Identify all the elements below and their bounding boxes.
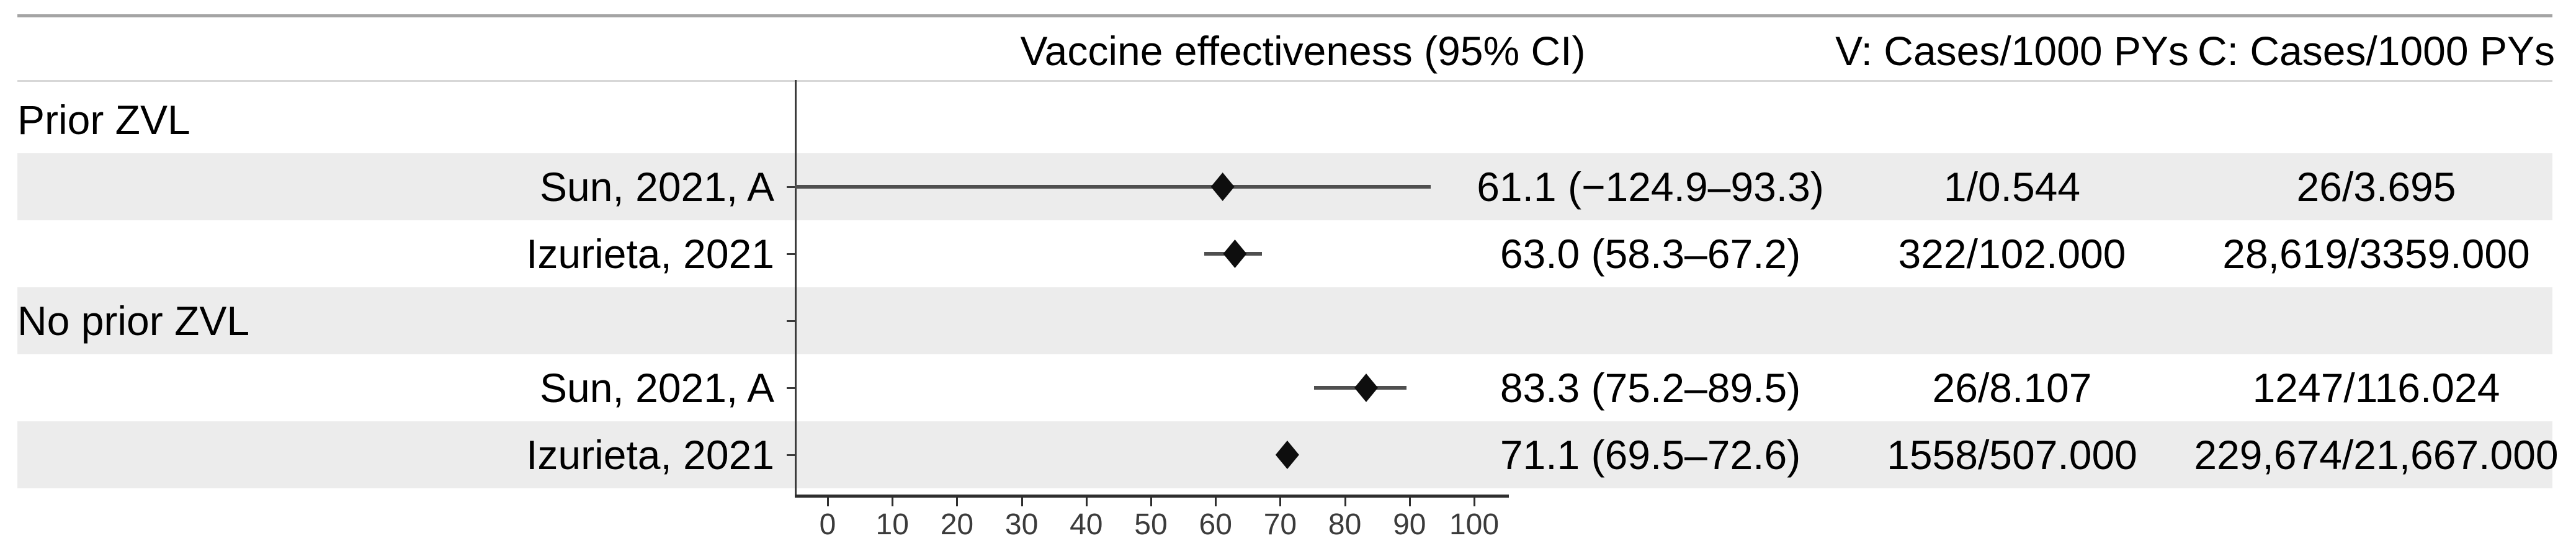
y-axis-tick [787,186,795,188]
x-axis-tick-label: 90 [1393,508,1426,541]
x-axis-tick-label: 0 [819,508,836,541]
column-header-effect: Vaccine effectiveness (95% CI) [1020,28,1586,74]
top-rule [17,14,2552,17]
vaccinated-rate-text: 1558/507.000 [1887,432,2137,478]
y-axis-tick [787,454,795,456]
study-label: Sun, 2021, A [540,365,774,411]
x-axis-tick-label: 40 [1070,508,1103,541]
x-axis-tick [1215,498,1217,506]
effect-estimate-text: 71.1 (69.5–72.6) [1500,432,1801,478]
vaccinated-rate-text: 322/102.000 [1898,231,2126,277]
x-axis-tick [827,498,829,506]
effect-estimate-text: 63.0 (58.3–67.2) [1500,231,1801,277]
y-axis-tick [787,387,795,389]
x-axis-tick [1085,498,1088,506]
effect-estimate-text: 83.3 (75.2–89.5) [1500,365,1801,411]
y-axis-tick [787,253,795,255]
column-header-vaccinated: V: Cases/1000 PYs [1835,28,2189,74]
x-axis-line [795,495,1509,498]
x-axis-tick-label: 30 [1004,508,1039,541]
x-axis-tick-label: 50 [1134,508,1168,541]
study-label: Izurieta, 2021 [526,231,774,277]
x-axis-tick-label: 60 [1199,508,1232,541]
x-axis-tick-label: 20 [940,508,974,541]
y-axis-line [795,80,797,498]
x-axis-tick [1150,498,1152,506]
vaccinated-rate-text: 1/0.544 [1943,164,2081,210]
group-label: No prior ZVL [17,298,250,344]
control-rate-text: 26/3.695 [2296,164,2456,210]
x-axis-tick-label: 100 [1449,508,1500,541]
y-axis-tick [787,320,795,322]
x-axis-tick [1021,498,1023,506]
effect-estimate-text: 61.1 (−124.9–93.3) [1477,164,1824,210]
x-axis-tick [956,498,959,506]
control-rate-text: 1247/116.024 [2252,365,2500,411]
x-axis-tick [1408,498,1411,506]
x-axis-tick-label: 70 [1263,508,1297,541]
x-axis-tick [1344,498,1346,506]
column-header-control: C: Cases/1000 PYs [2198,28,2555,74]
group-label: Prior ZVL [17,97,190,143]
study-label: Sun, 2021, A [540,164,774,210]
x-axis-tick-label: 10 [875,508,909,541]
x-axis-tick [1474,498,1475,506]
vaccinated-rate-text: 26/8.107 [1932,365,2092,411]
header-separator-rule [17,80,2552,82]
control-rate-text: 28,619/3359.000 [2222,231,2530,277]
x-axis-tick-label: 80 [1328,508,1362,541]
control-rate-text: 229,674/21,667.000 [2194,432,2559,478]
study-label: Izurieta, 2021 [526,432,774,478]
row-band [17,287,2552,354]
x-axis-tick [892,498,894,506]
x-axis-tick [1279,498,1282,506]
ci-line [795,185,1431,189]
